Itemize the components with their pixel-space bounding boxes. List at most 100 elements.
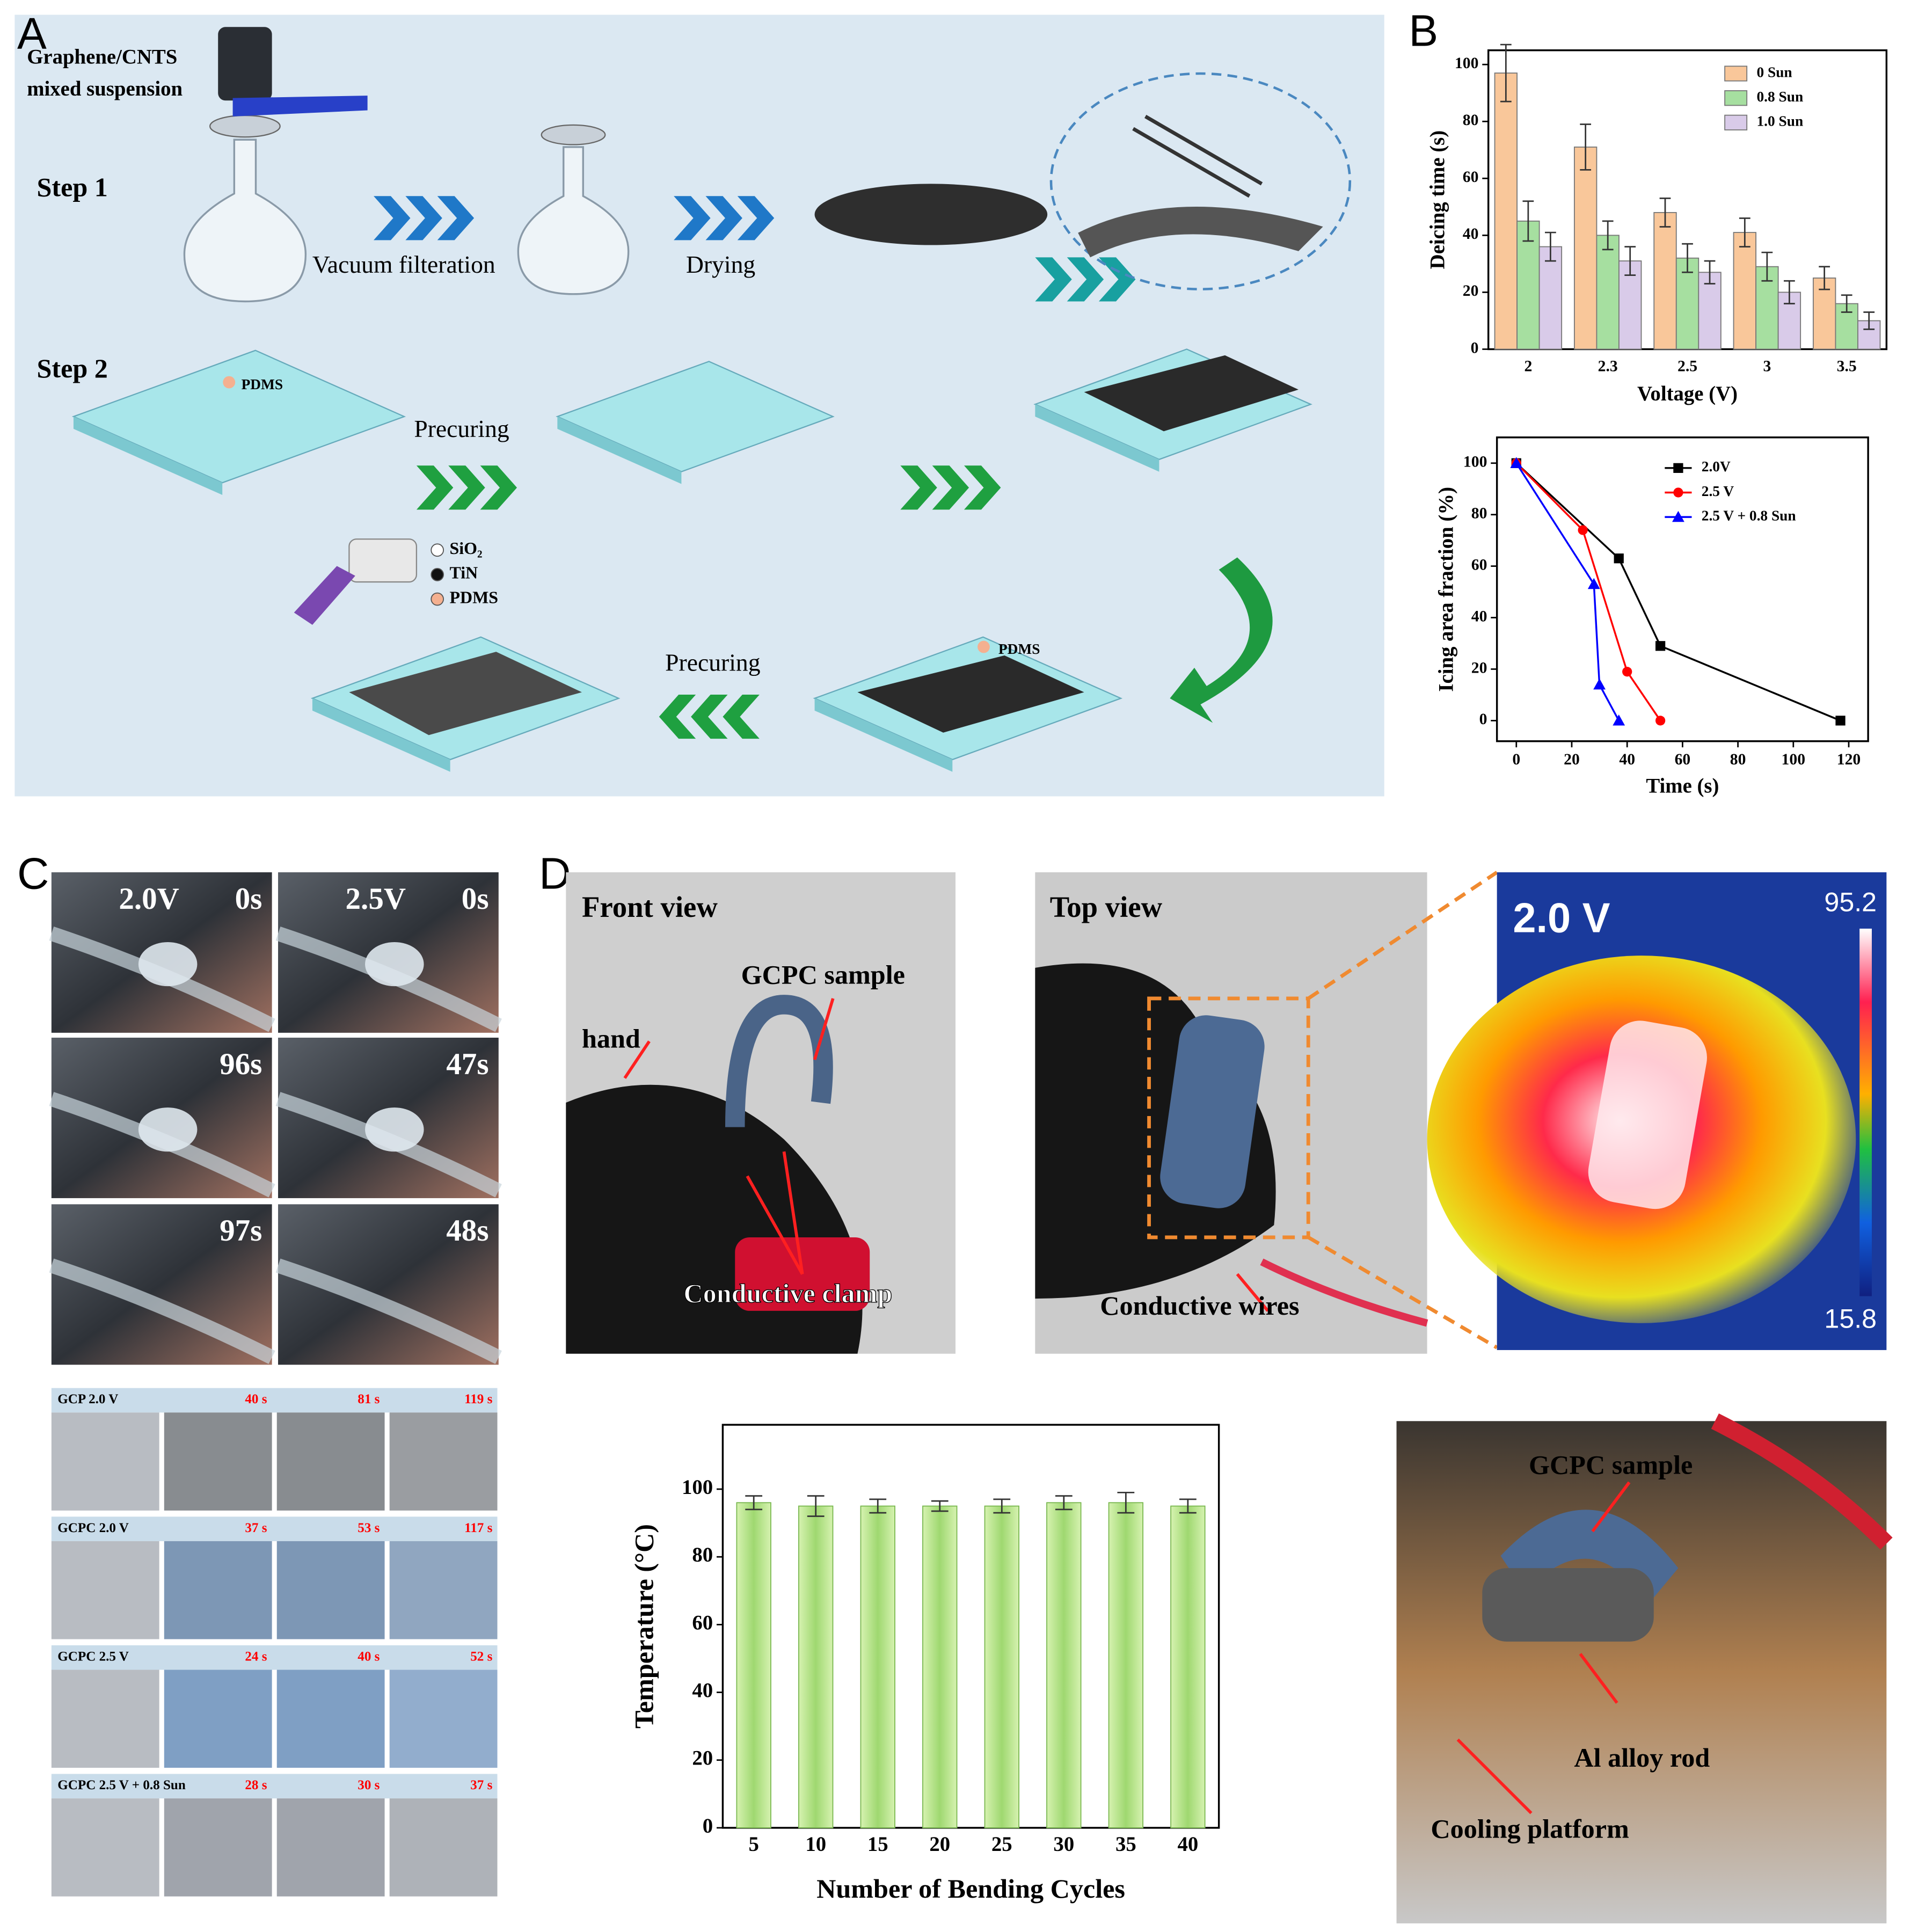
marker [1613,714,1625,726]
marker [1655,641,1666,651]
dark-film [1084,355,1299,432]
thermal-min: 15.8 [1824,1303,1877,1333]
frost-time: 117 s [464,1521,493,1535]
funnel [541,124,606,145]
error-bar [931,1500,949,1512]
x-tick-label: 100 [1782,751,1805,768]
y-tick-label: 20 [1471,659,1487,676]
marker [1510,457,1523,468]
chevron [448,465,485,510]
legend-swatch [1724,65,1748,82]
frost-image [276,1412,385,1511]
x-tick-label: 80 [1730,751,1746,768]
droplet [138,1107,198,1152]
frost-time: 24 s [245,1649,267,1664]
error-bar [1739,217,1750,247]
frost-time: 52 s [470,1649,492,1664]
legend-dot [431,568,444,581]
al-rod [1482,1568,1654,1642]
chevron [900,465,937,510]
y-tick-label: 60 [1471,556,1487,573]
frost-image [164,1412,272,1511]
x-tick-label: 10 [805,1833,826,1856]
frost-time: 30 s [358,1778,380,1792]
frost-image [164,1669,272,1768]
glass-slide-edge [312,698,450,772]
bar [1170,1505,1206,1828]
spray-handle [294,566,355,625]
hot-sample [1588,1020,1707,1209]
droplet [365,1107,424,1152]
chevron [405,196,442,240]
error-bar [1602,220,1614,251]
thermal-max: 95.2 [1824,887,1877,917]
frost-image [51,1798,159,1897]
glass-slide-edge [73,417,223,495]
thermal-voltage: 2.0 V [1513,895,1610,942]
film [814,184,1048,245]
x-tick-label: 40 [1619,751,1635,768]
x-tick-label: 20 [929,1833,950,1856]
callout: GCPC sample [741,960,905,990]
wire [1260,1258,1428,1327]
glove [1035,963,1276,1299]
bar [984,1505,1019,1828]
legend-label: TiN [450,564,478,582]
x-tick-label: 3 [1763,358,1771,375]
y-tick-label: 0 [703,1814,713,1838]
y-axis-title: Temperature (°C) [629,1524,659,1729]
marker [1593,678,1606,690]
suspension-label: mixed suspension [27,77,183,100]
photo-time: 47s [446,1047,488,1081]
ice-edge [275,1258,502,1364]
dropper-tip [978,640,990,653]
setup-photo [1396,1421,1887,1923]
frost-header [51,1517,498,1541]
bar [1538,246,1563,350]
frost-time: 37 s [245,1521,267,1535]
frost-time: 81 s [358,1392,380,1406]
chevron [964,465,1001,510]
frost-image [276,1669,385,1768]
y-tick-label: 0 [1471,339,1479,356]
bar [798,1505,834,1828]
photo-time: 48s [446,1214,488,1248]
glass-slide-edge [814,698,953,772]
pointer-arrow [1456,1738,1533,1814]
pointer-arrow [746,1175,804,1275]
curved-arrow [1170,557,1273,723]
dropper-tip [223,376,236,389]
zoom-box [1147,996,1310,1240]
marker [1672,511,1684,522]
x-axis-title: Number of Bending Cycles [816,1873,1125,1904]
pointer-arrow [1591,1481,1631,1533]
frost-time: 119 s [464,1392,493,1406]
marker [1614,553,1624,564]
chevron [416,465,454,510]
legend-label: 1.0 Sun [1756,113,1803,129]
frost-header [51,1774,498,1799]
error-bar [1545,231,1556,262]
spray-gun [348,538,418,583]
error-bar [1055,1495,1073,1511]
pdms-label: PDMS [242,376,283,392]
photo-time: 0s [462,882,489,916]
droplet [138,942,198,987]
frost-image [389,1798,498,1897]
y-tick-label: 0 [1479,711,1487,728]
legend-label: PDMS [450,588,498,607]
x-axis-title: Time (s) [1646,774,1719,797]
legend-label: 2.5 V [1702,483,1734,499]
legend-swatch [1724,114,1748,130]
frost-time: 40 s [358,1649,380,1664]
pdms-label: PDMS [998,641,1040,657]
step-label: Step 2 [37,353,107,383]
legend-dot [431,543,444,557]
bar [1046,1502,1082,1828]
chevron [437,196,475,240]
pointer-arrow [1579,1653,1618,1704]
y-tick-label: 60 [1463,169,1479,186]
photo-time: 97s [220,1214,262,1248]
process-label: Precuring [414,415,509,442]
